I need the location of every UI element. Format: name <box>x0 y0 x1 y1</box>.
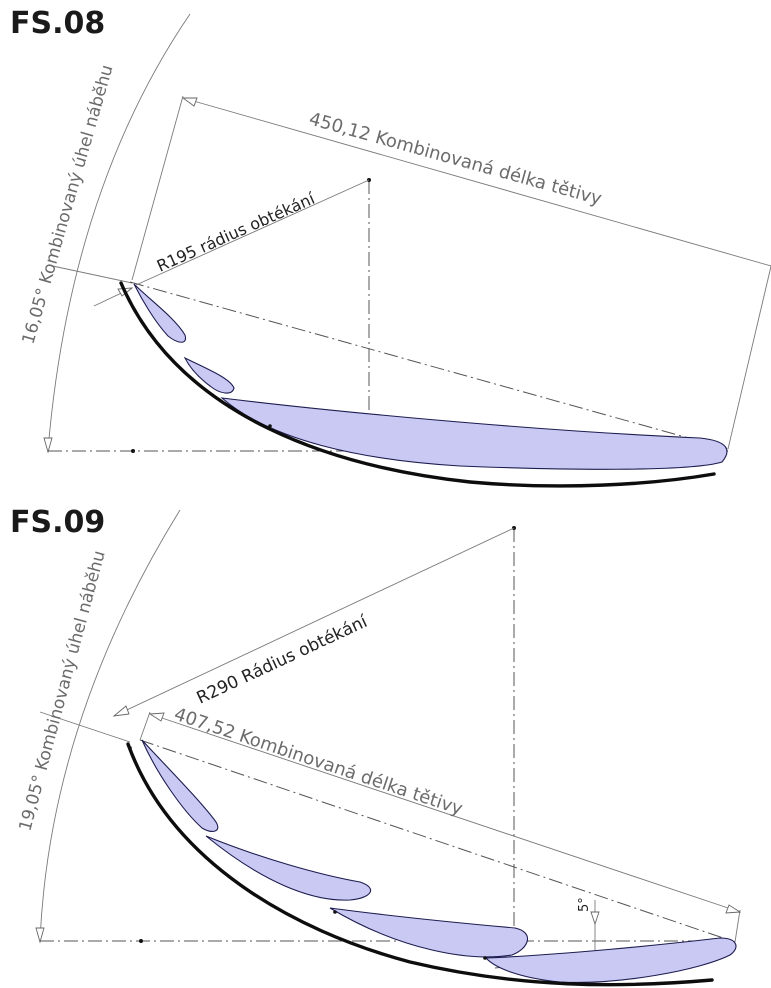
chord-arrow-right-fs09 <box>725 904 742 914</box>
chord-extension-right-fs08 <box>727 264 771 450</box>
angle-extension-line-fs09 <box>39 711 131 743</box>
chord-label-fs08: 450,12 Kombinovaná délka tětivy <box>307 109 605 210</box>
radius-leader-fs09 <box>113 527 515 717</box>
flap-element-2-fs09 <box>205 835 372 901</box>
angle-arrow-fs09 <box>35 927 45 944</box>
chord-dimension-line-fs09 <box>149 713 741 913</box>
curve-point-a-fs09 <box>128 746 132 750</box>
small-angle-label-fs09: 5° <box>577 897 592 912</box>
chord-arrow-left-fs09 <box>148 712 165 722</box>
chord-extension-left-fs09 <box>139 711 151 741</box>
flap-element-4-fs09 <box>484 937 737 983</box>
angle-extension-line-fs08 <box>47 264 133 284</box>
flap-element-1-fs08 <box>133 283 187 343</box>
curve-point-b-fs09 <box>333 910 337 914</box>
angle-arrow-fs08 <box>43 437 53 454</box>
small-angle-arrow-top-fs09 <box>590 911 600 926</box>
chord-line-fs08 <box>129 281 729 450</box>
angle-label-fs08: 16,05° Kombinovaný úhel náběhu <box>19 63 118 347</box>
angle-arc-fs08 <box>47 13 191 451</box>
radius-leader-fs08 <box>135 179 370 286</box>
chord-arrow-left-fs08 <box>181 97 198 107</box>
panel-fs09: 19,05° Kombinovaný úhel náběhu 407,52 Ko… <box>16 509 742 987</box>
outer-skin-curve-fs08 <box>119 281 716 488</box>
curve-point-a-fs08 <box>268 424 272 428</box>
radius-label-fs08: R195 rádius obtékání <box>154 189 318 276</box>
panel-fs08: 16,05° Kombinovaný úhel náběhu 450,12 Ko… <box>19 13 771 488</box>
main-flap-element-fs08 <box>220 397 728 470</box>
angle-arc-fs09 <box>39 509 181 941</box>
reference-point-fs08 <box>131 449 135 453</box>
radius-label-fs09: R290 Rádius obtékání <box>194 611 372 708</box>
curve-point-c-fs09 <box>483 956 487 960</box>
flap-element-1-fs09 <box>141 739 219 832</box>
angle-label-fs09: 19,05° Kombinovaný úhel náběhu <box>16 549 110 834</box>
flap-element-3-fs09 <box>329 907 528 958</box>
chord-extension-left-fs08 <box>131 95 184 281</box>
chord-line-fs09 <box>139 739 736 943</box>
radius-arrow-fs09 <box>112 705 130 717</box>
chord-extension-right-fs09 <box>734 909 741 943</box>
chord-label-fs09: 407,52 Kombinovaná délka tětivy <box>171 704 465 820</box>
flap-element-2-fs08 <box>183 356 235 394</box>
panel-title-fs08: FS.08 <box>10 6 106 41</box>
chord-dimension-line-fs08 <box>182 97 771 267</box>
reference-point-fs09 <box>139 939 143 943</box>
panel-title-fs09: FS.09 <box>10 505 106 540</box>
outer-skin-curve-fs09 <box>126 742 714 987</box>
